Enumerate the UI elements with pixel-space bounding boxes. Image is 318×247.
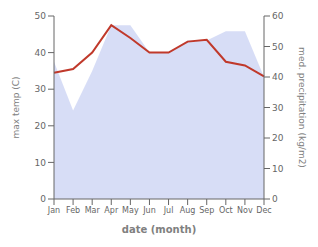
- svg-text:May: May: [122, 206, 139, 215]
- svg-text:Oct: Oct: [219, 206, 233, 215]
- svg-text:40: 40: [35, 48, 47, 58]
- svg-text:Sep: Sep: [199, 206, 214, 215]
- svg-text:30: 30: [35, 84, 47, 94]
- svg-text:10: 10: [35, 158, 47, 168]
- svg-text:Mar: Mar: [85, 206, 101, 215]
- svg-text:Apr: Apr: [104, 206, 119, 215]
- svg-text:0: 0: [272, 194, 278, 204]
- svg-text:30: 30: [272, 103, 284, 113]
- svg-text:60: 60: [272, 11, 284, 21]
- svg-text:med. precipitation (kg/m2): med. precipitation (kg/m2): [297, 47, 307, 168]
- svg-text:max temp (C): max temp (C): [11, 76, 21, 138]
- svg-text:Jul: Jul: [163, 206, 174, 215]
- svg-text:0: 0: [40, 194, 46, 204]
- svg-text:10: 10: [272, 164, 284, 174]
- svg-text:20: 20: [272, 133, 284, 143]
- svg-text:Feb: Feb: [66, 206, 80, 215]
- svg-text:Nov: Nov: [237, 206, 253, 215]
- svg-text:date (month): date (month): [122, 224, 196, 235]
- svg-text:Jan: Jan: [47, 206, 60, 215]
- svg-text:Dec: Dec: [256, 206, 271, 215]
- svg-text:40: 40: [272, 72, 284, 82]
- svg-text:20: 20: [35, 121, 47, 131]
- svg-text:50: 50: [35, 11, 47, 21]
- svg-text:Jun: Jun: [142, 206, 156, 215]
- svg-text:50: 50: [272, 42, 284, 52]
- svg-text:Aug: Aug: [180, 206, 196, 215]
